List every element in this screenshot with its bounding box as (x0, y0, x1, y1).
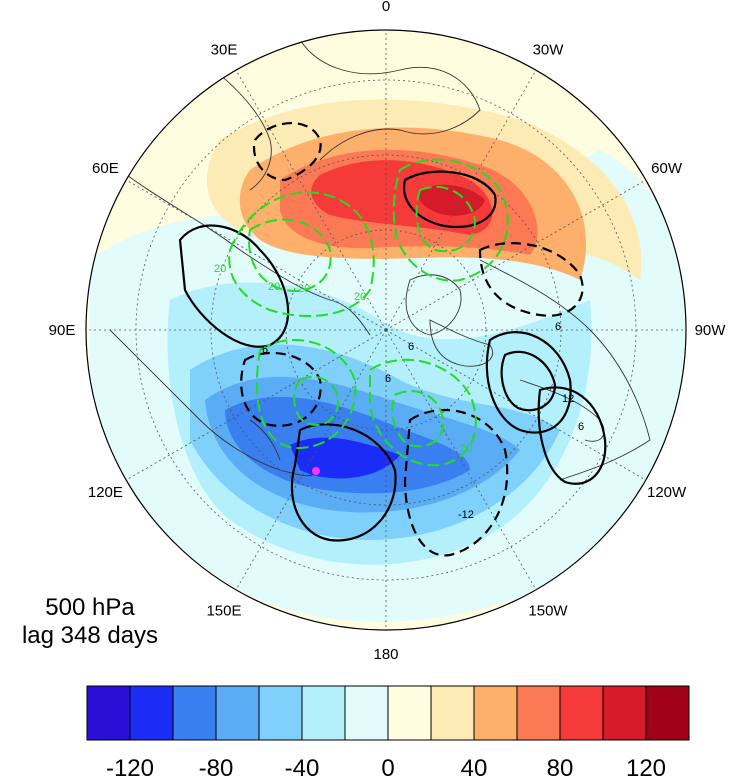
coast-north-america (479, 259, 651, 481)
longitude-label: 30E (211, 41, 238, 58)
black-label-2: 6 (385, 373, 391, 385)
colorbar-tick-label: -40 (285, 755, 320, 779)
meridian-line (125, 329, 387, 481)
meridian-line (385, 329, 647, 481)
colorbar-box (559, 685, 604, 741)
colorbar-box (430, 685, 475, 741)
black-contour-atlantic-pos (402, 170, 497, 229)
longitude-label: 60W (651, 160, 683, 177)
colorbar-box (516, 685, 561, 741)
black-label-7: -12 (458, 509, 474, 521)
black-label-1: 6 (262, 344, 268, 356)
shade-red (311, 160, 493, 235)
colorbar-box (301, 685, 346, 741)
longitude-label: 150E (206, 603, 241, 620)
meridian-line (385, 179, 647, 331)
green-contour-6 (415, 185, 477, 253)
green-label-1: 20 (268, 281, 280, 293)
black-contour-alaska-pos (485, 331, 572, 434)
colorbar-box (215, 685, 260, 741)
green-label-4: 20 (354, 291, 366, 303)
black-label-6: 6 (578, 421, 584, 433)
green-label-2: 20 (298, 283, 310, 295)
coast-europe (299, 39, 481, 161)
black-contour-europe-neg (252, 122, 322, 182)
colorbar-box (387, 685, 432, 741)
coast-arctic-islands (429, 319, 493, 367)
black-contour-north-pacific-neg (403, 408, 509, 557)
lag-caption: lag 348 days (21, 622, 159, 649)
colorbar-box (86, 685, 131, 741)
colorbar-box (258, 685, 303, 741)
coast-kamchatka (249, 419, 281, 461)
colorbar-tick-label: 120 (626, 755, 666, 779)
black-contour-canada-neg (478, 242, 584, 317)
pressure-level-caption: 500 hPa (45, 594, 135, 621)
coast-asia-east (109, 329, 321, 477)
map-boundary (85, 29, 687, 631)
longitude-label: 120E (88, 484, 123, 501)
colorbar-box (344, 685, 389, 741)
contour-labels: 6 6 6 6 12 6 -12 20 20 20 20 20 (214, 263, 584, 521)
colorbar-tick-label: -120 (106, 755, 154, 779)
longitude-label: 60E (92, 160, 119, 177)
black-label-5: 12 (562, 393, 574, 405)
longitude-label: 180 (373, 646, 398, 663)
meridian-line (385, 69, 537, 331)
polar-stereographic-map: 6 6 6 6 12 6 -12 20 20 20 20 20 0 30W 60W 9… (49, 0, 727, 663)
black-contour-pacific-pos (290, 423, 397, 542)
colorbar-box (129, 685, 174, 741)
black-contour-alaska-inner (500, 350, 557, 412)
longitude-label: 30W (533, 41, 565, 58)
map-disk: 6 6 6 6 12 6 -12 20 20 20 20 20 (86, 30, 686, 630)
coast-greenland (405, 274, 462, 336)
green-contour-5 (248, 218, 332, 292)
coastlines (109, 39, 651, 481)
green-contours (228, 158, 509, 467)
black-contour-asia-pos (178, 224, 290, 348)
colorbar-tick-label: 40 (461, 755, 488, 779)
black-label-3: 6 (408, 341, 414, 353)
meridian-line (235, 329, 387, 591)
location-marker (312, 467, 320, 475)
meridian-line (235, 69, 387, 331)
colorbar-labels: -120 -80 -40 0 40 80 120 (106, 755, 666, 779)
green-contour-8 (391, 390, 445, 448)
meridian-line (125, 179, 387, 331)
meridian-line (385, 329, 537, 591)
black-contours (178, 122, 607, 557)
green-contour-7 (293, 375, 340, 426)
longitude-label: 90W (695, 322, 727, 339)
colorbar-box (172, 685, 217, 741)
colorbar-tick-label: -80 (199, 755, 234, 779)
longitude-label: 0 (382, 0, 390, 15)
green-contour-2 (392, 158, 509, 282)
colorbar-box (602, 685, 647, 741)
shade-dark-red (418, 184, 485, 216)
colorbar-tick-label: 0 (381, 755, 394, 779)
longitude-label: 120W (647, 484, 687, 501)
meridians (86, 30, 686, 630)
green-contour-1 (228, 191, 375, 317)
colorbar-box (473, 685, 518, 741)
colorbar-box (645, 685, 690, 741)
green-label-5: 20 (460, 443, 472, 455)
shaded-anomaly-field (90, 99, 686, 622)
longitude-label: 150W (528, 603, 568, 620)
longitude-labels: 0 30W 60W 90W 120W 150W 180 150E 120E 90E 60E 30E (49, 0, 727, 663)
green-label-3: 20 (214, 263, 226, 275)
longitude-label: 90E (49, 322, 76, 339)
green-contour-4 (369, 358, 477, 467)
black-label-4: 6 (555, 321, 561, 333)
colorbar-boxes (86, 685, 690, 741)
green-contour-3 (256, 339, 357, 450)
coast-asia-north (119, 169, 371, 336)
colorbar-tick-label: 80 (547, 755, 574, 779)
black-contour-east-pacific-pos (537, 386, 607, 485)
